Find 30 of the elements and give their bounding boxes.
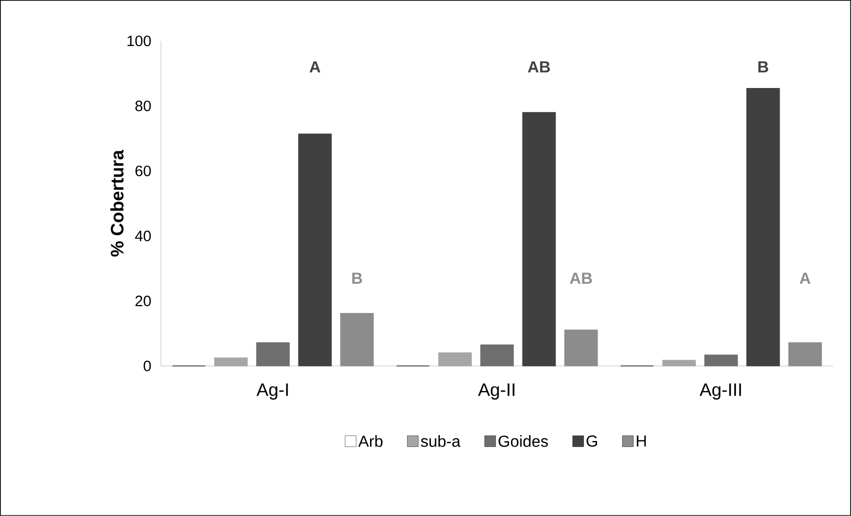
x-tick-label: Ag-II <box>478 384 514 400</box>
bar <box>746 88 780 366</box>
annotation: A <box>310 61 320 72</box>
bar <box>788 342 822 366</box>
legend-label: sub-a <box>420 435 460 447</box>
legend-label: G <box>586 435 598 447</box>
bar <box>704 354 738 366</box>
legend-label: Arb <box>358 435 383 447</box>
bar <box>522 112 556 366</box>
legend-label: H <box>636 436 646 447</box>
legend-label: Goides <box>498 435 548 447</box>
bar <box>480 344 514 366</box>
y-tick-label: 100 <box>128 36 151 46</box>
y-tick-label: 20 <box>135 296 151 306</box>
bar <box>340 313 374 366</box>
annotation: AB <box>528 61 550 72</box>
y-tick-label: 0 <box>144 360 151 372</box>
y-tick-label: 80 <box>135 100 151 112</box>
bar <box>256 342 290 366</box>
x-tick-label: Ag-III <box>700 384 741 400</box>
y-tick-label: 60 <box>136 166 151 176</box>
bar <box>298 134 332 366</box>
x-tick-label: Ag-I <box>256 384 288 400</box>
bar <box>564 330 598 366</box>
annotation: B <box>352 272 362 284</box>
annotation: B <box>758 61 768 72</box>
y-tick-label: 40 <box>135 230 151 242</box>
annotation: A <box>800 272 810 284</box>
y-axis-title: % Cobertura <box>110 150 124 257</box>
annotation: AB <box>570 272 592 284</box>
